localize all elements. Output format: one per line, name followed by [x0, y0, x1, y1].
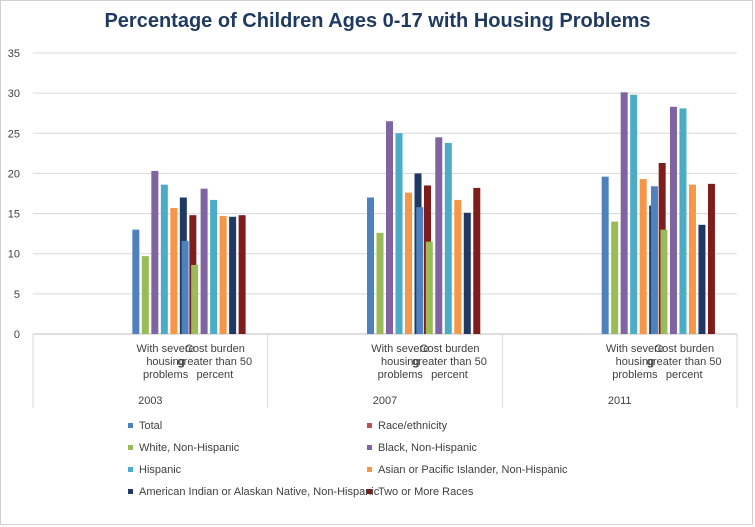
chart-title: Percentage of Children Ages 0-17 with Ho…: [104, 10, 651, 32]
legend-label: Race/ethnicity: [378, 420, 448, 432]
category-label: problems: [378, 369, 424, 381]
bar: [679, 108, 687, 334]
bar: [463, 212, 471, 334]
bar: [181, 240, 189, 334]
legend-label: Black, Non-Hispanic: [378, 442, 478, 454]
legend-swatch: [128, 423, 133, 428]
y-tick-label: 20: [8, 168, 20, 180]
group-label: 2011: [608, 395, 632, 407]
y-tick-label: 35: [8, 48, 20, 60]
bar: [698, 224, 706, 334]
legend-label: Total: [139, 420, 162, 432]
bar: [707, 183, 715, 334]
bar: [376, 232, 384, 334]
bar: [151, 171, 159, 334]
category-label: housing: [616, 356, 655, 368]
legend-swatch: [367, 423, 372, 428]
bar: [473, 187, 481, 334]
bar: [219, 215, 227, 334]
legend-swatch: [128, 467, 133, 472]
bar: [170, 207, 178, 334]
bar: [210, 199, 218, 334]
category-label: With severe: [606, 343, 664, 355]
legend-swatch: [367, 467, 372, 472]
bar: [238, 215, 246, 334]
category-label: With severe: [371, 343, 429, 355]
bar: [444, 142, 452, 334]
category-label: Cost burden: [420, 343, 480, 355]
bar: [416, 207, 424, 334]
bar: [620, 92, 628, 334]
bar: [386, 121, 394, 334]
legend-label: Two or More Races: [378, 486, 474, 498]
bar: [395, 133, 403, 334]
bar: [132, 229, 140, 334]
bar: [454, 199, 462, 334]
category-label: problems: [143, 369, 189, 381]
category-label: percent: [431, 369, 468, 381]
legend-label: Hispanic: [139, 464, 182, 476]
legend-swatch: [367, 445, 372, 450]
bar: [630, 94, 638, 335]
category-label: Cost burden: [654, 343, 714, 355]
category-label: Cost burden: [185, 343, 245, 355]
legend-label: American Indian or Alaskan Native, Non-H…: [139, 486, 380, 498]
category-label: percent: [197, 369, 234, 381]
bar: [229, 216, 237, 334]
bar: [367, 197, 375, 334]
bar: [425, 241, 433, 334]
bar: [160, 184, 168, 334]
category-label: greater than 50: [178, 356, 253, 368]
category-label: housing: [381, 356, 420, 368]
category-label: percent: [666, 369, 703, 381]
y-tick-label: 15: [8, 209, 20, 221]
legend-swatch: [128, 445, 133, 450]
bar: [191, 264, 199, 334]
bar: [405, 192, 413, 334]
legend-label: Asian or Pacific Islander, Non-Hispanic: [378, 464, 568, 476]
bar: [611, 221, 619, 334]
group-label: 2003: [138, 395, 162, 407]
y-tick-label: 10: [8, 249, 20, 261]
legend-swatch: [367, 489, 372, 494]
y-tick-label: 25: [8, 128, 20, 140]
y-tick-label: 5: [14, 289, 20, 301]
bar: [435, 137, 443, 334]
category-label: problems: [612, 369, 658, 381]
bar: [650, 186, 658, 334]
category-label: greater than 50: [647, 356, 722, 368]
y-tick-label: 30: [8, 88, 20, 100]
category-label: housing: [146, 356, 185, 368]
bar: [601, 176, 609, 334]
category-label: greater than 50: [412, 356, 487, 368]
category-label: With severe: [137, 343, 195, 355]
legend-swatch: [128, 489, 133, 494]
bar: [200, 188, 208, 334]
bar: [688, 184, 696, 334]
bar: [639, 179, 647, 334]
legend-label: White, Non-Hispanic: [139, 442, 240, 454]
bar: [669, 106, 677, 334]
bar: [141, 256, 149, 334]
group-label: 2007: [373, 395, 397, 407]
bar: [660, 229, 668, 334]
y-tick-label: 0: [14, 329, 20, 341]
